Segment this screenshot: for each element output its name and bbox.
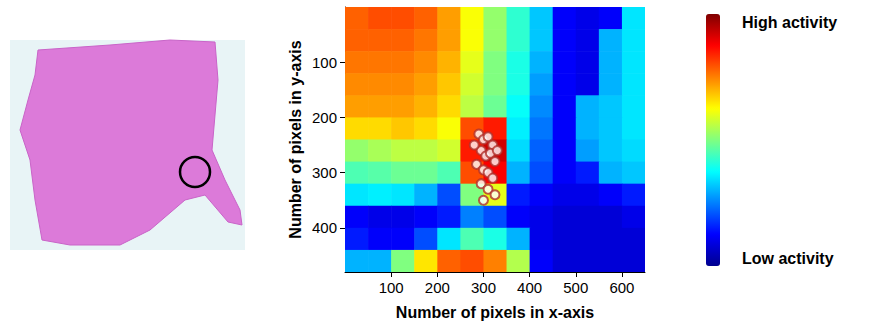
svg-text:200: 200 xyxy=(312,109,337,126)
svg-text:400: 400 xyxy=(312,219,337,236)
svg-text:Number of pixels in y-axis: Number of pixels in y-axis xyxy=(287,40,304,238)
svg-text:500: 500 xyxy=(563,279,588,296)
svg-text:400: 400 xyxy=(517,279,542,296)
svg-text:300: 300 xyxy=(471,279,496,296)
svg-text:Number of pixels in x-axis: Number of pixels in x-axis xyxy=(396,304,594,321)
svg-text:100: 100 xyxy=(379,279,404,296)
svg-text:Low activity: Low activity xyxy=(742,250,834,267)
svg-text:600: 600 xyxy=(609,279,634,296)
svg-text:100: 100 xyxy=(312,54,337,71)
svg-text:300: 300 xyxy=(312,164,337,181)
svg-text:High activity: High activity xyxy=(742,14,837,31)
svg-text:200: 200 xyxy=(425,279,450,296)
